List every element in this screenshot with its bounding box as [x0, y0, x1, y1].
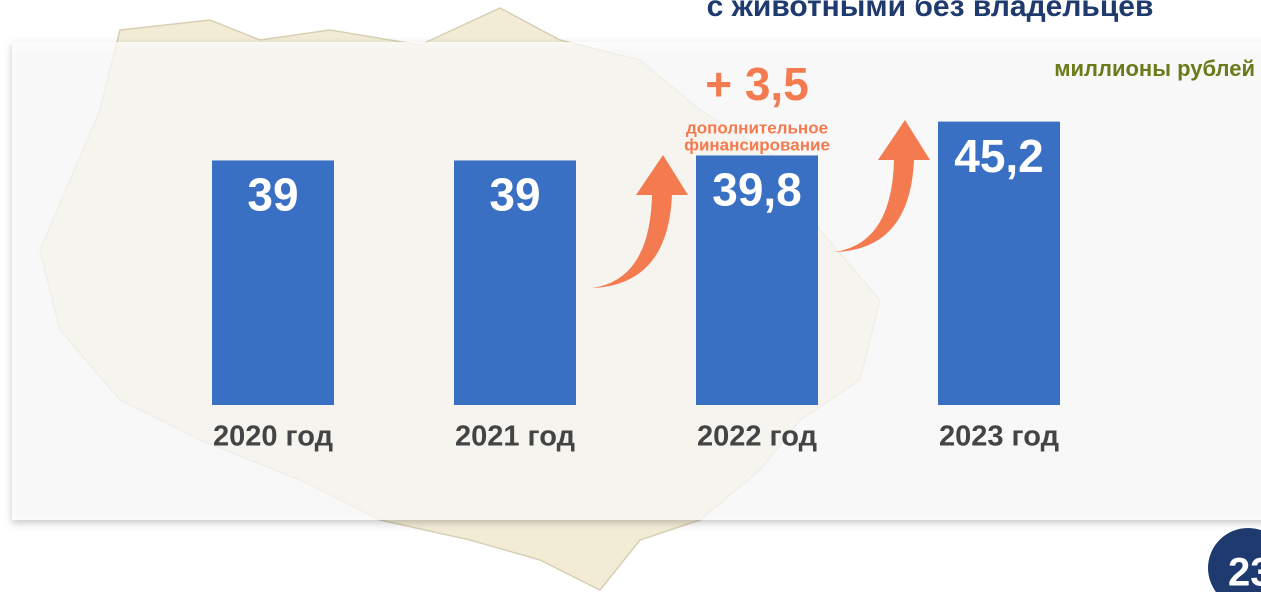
annotation-line: дополнительное — [686, 118, 828, 137]
title: с животными без владельцев — [707, 0, 1154, 23]
value-label: 39,8 — [712, 164, 802, 216]
value-label: 45,2 — [954, 130, 1044, 182]
category-label: 2021 год — [455, 421, 575, 453]
bar — [938, 121, 1060, 405]
annotation-line: финансирование — [684, 135, 830, 154]
category-label: 2020 год — [213, 421, 333, 453]
unit-label: миллионы рублей — [1054, 56, 1255, 81]
category-label: 2022 год — [697, 421, 817, 453]
annotation-value: + 3,5 — [705, 58, 809, 110]
page-number: 23 — [1228, 551, 1261, 592]
growth-arrow — [592, 155, 688, 288]
category-label: 2023 год — [939, 421, 1059, 453]
value-label: 39 — [489, 169, 540, 221]
panel — [12, 42, 1261, 520]
bar — [696, 155, 818, 405]
bar — [454, 160, 576, 405]
page-badge — [1208, 528, 1261, 592]
value-label: 39 — [247, 169, 298, 221]
growth-arrow — [834, 120, 930, 252]
bar — [212, 160, 334, 405]
